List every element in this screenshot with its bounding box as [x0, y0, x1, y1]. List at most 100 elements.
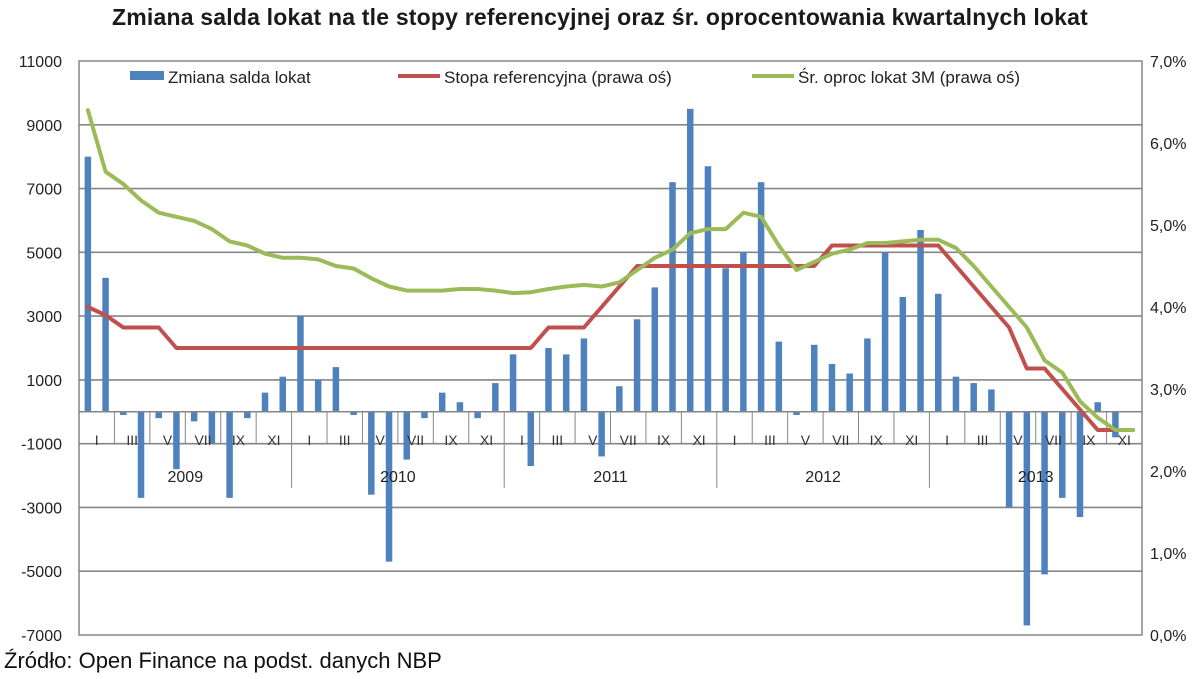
- bar: [385, 411, 393, 562]
- bar: [881, 252, 889, 412]
- bar: [846, 373, 853, 412]
- bar: [1094, 402, 1101, 412]
- month-label: V: [801, 432, 811, 448]
- bar: [120, 411, 127, 415]
- right-tick-label: 2,0%: [1150, 464, 1186, 481]
- month-label: V: [163, 432, 173, 448]
- bar: [988, 389, 995, 412]
- month-label: I: [520, 432, 524, 448]
- month-label: VII: [1045, 432, 1062, 448]
- month-label: VII: [620, 432, 637, 448]
- year-label: 2012: [805, 469, 841, 486]
- year-label: 2009: [168, 469, 204, 486]
- right-tick-label: 1,0%: [1150, 546, 1186, 563]
- month-label: V: [376, 432, 386, 448]
- left-tick-label: 9000: [26, 118, 62, 135]
- left-tick-label: 1000: [26, 373, 62, 390]
- right-tick-label: 5,0%: [1150, 218, 1186, 235]
- bar: [84, 156, 92, 412]
- legend-swatch-bars: [130, 71, 164, 80]
- bar: [1023, 411, 1031, 626]
- bar: [403, 411, 411, 460]
- month-label: XI: [905, 432, 918, 448]
- bar: [456, 402, 464, 412]
- bar: [562, 354, 570, 412]
- month-label: IX: [444, 432, 458, 448]
- bar: [137, 411, 145, 498]
- right-tick-label: 7,0%: [1150, 54, 1186, 71]
- bar: [1059, 411, 1066, 498]
- bar: [421, 411, 428, 419]
- bar: [173, 411, 180, 470]
- left-tick-label: 5000: [26, 245, 62, 262]
- bar: [935, 293, 942, 412]
- bar: [580, 338, 588, 412]
- left-tick-label: -3000: [21, 500, 62, 517]
- right-tick-label: 4,0%: [1150, 300, 1186, 317]
- bar: [970, 383, 977, 412]
- right-tick-label: 0,0%: [1150, 628, 1186, 645]
- bar: [492, 383, 499, 412]
- month-label: XI: [692, 432, 705, 448]
- month-label: XI: [1118, 432, 1131, 448]
- bar: [616, 386, 623, 412]
- bar: [297, 316, 304, 412]
- bar: [633, 319, 641, 412]
- bar: [1041, 411, 1048, 575]
- bar: [704, 166, 712, 412]
- year-label: 2013: [1018, 469, 1054, 486]
- bar: [190, 411, 198, 422]
- x-axis: I III V VII IX XI I III V VII IX XI I III V VII IX XI I III…: [78, 411, 1143, 488]
- legend-label-ref: Stopa referencyjna (prawa oś): [444, 68, 672, 87]
- bar: [757, 182, 765, 412]
- source-note: Źródło: Open Finance na podst. danych NB…: [4, 648, 442, 673]
- bar: [279, 376, 286, 412]
- bar: [740, 252, 747, 412]
- bar: [438, 392, 446, 412]
- month-label: XI: [267, 432, 280, 448]
- line-series: [85, 108, 1136, 432]
- bar: [864, 338, 871, 412]
- month-label: IX: [232, 432, 246, 448]
- month-label: VII: [832, 432, 849, 448]
- bar: [244, 411, 251, 419]
- month-label: V: [1013, 432, 1023, 448]
- legend-label-avg: Śr. oproc lokat 3M (prawa oś): [798, 68, 1020, 87]
- bar: [527, 411, 535, 466]
- bar: [350, 411, 357, 415]
- month-label: XI: [480, 432, 493, 448]
- month-label: III: [764, 432, 776, 448]
- left-axis: -7000 -5000 -3000 -1000 1000 3000 5000 7000 9000…: [19, 54, 62, 645]
- bar: [810, 344, 818, 412]
- month-label: V: [588, 432, 598, 448]
- bar: [368, 411, 375, 495]
- bar: [1005, 411, 1013, 508]
- left-tick-label: 11000: [19, 54, 62, 71]
- bar: [509, 354, 517, 412]
- month-label: III: [126, 432, 138, 448]
- left-tick-label: 3000: [26, 309, 62, 326]
- month-label: I: [307, 432, 311, 448]
- bar: [899, 296, 907, 412]
- legend: Zmiana salda lokat Stopa referencyjna (p…: [130, 68, 1020, 87]
- month-label: I: [945, 432, 949, 448]
- left-tick-label: 7000: [26, 182, 62, 199]
- bar: [917, 230, 924, 412]
- bar: [775, 341, 783, 412]
- bar: [722, 268, 729, 412]
- bar-series: [84, 108, 1119, 626]
- series-line-ref: [85, 243, 1136, 432]
- month-label: IX: [870, 432, 884, 448]
- left-tick-label: -7000: [21, 628, 62, 645]
- month-label: I: [733, 432, 737, 448]
- month-label: VII: [407, 432, 424, 448]
- bar: [686, 108, 694, 412]
- legend-label-bars: Zmiana salda lokat: [168, 68, 311, 87]
- month-label: III: [339, 432, 351, 448]
- year-label: 2010: [380, 469, 416, 486]
- bar: [793, 411, 800, 415]
- series-line-avg: [85, 108, 1136, 432]
- month-label: IX: [1082, 432, 1096, 448]
- month-label: III: [977, 432, 989, 448]
- bar: [1112, 411, 1119, 438]
